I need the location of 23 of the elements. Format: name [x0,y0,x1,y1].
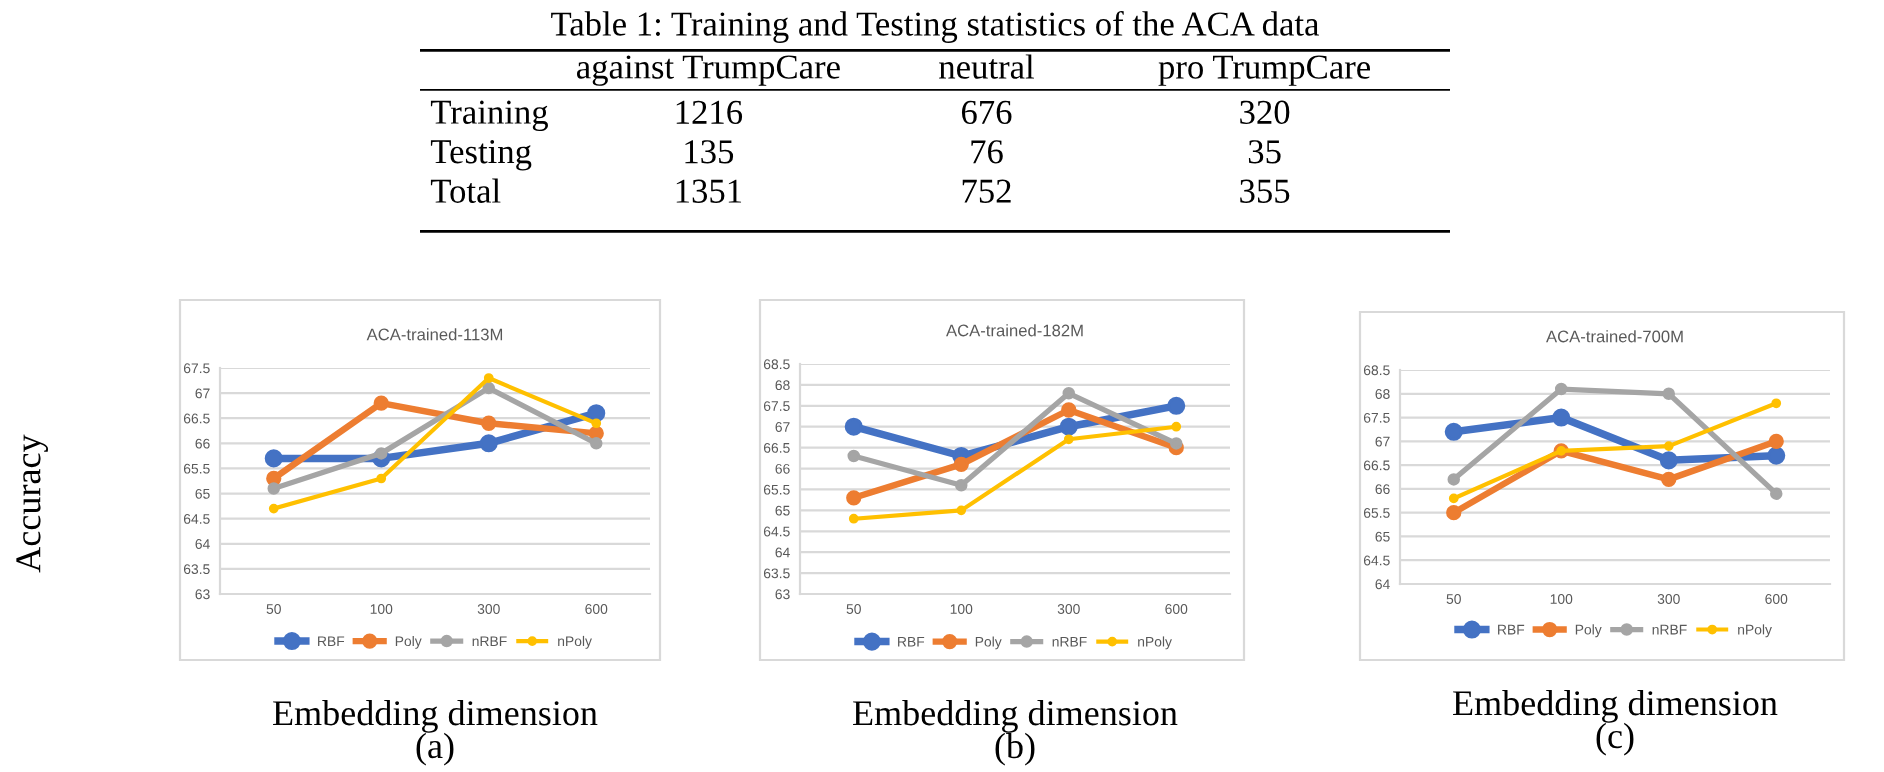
x-axis-title: Embedding dimension (c) [1453,690,1778,756]
text: 35 [1248,140,1281,164]
text: 752 [962,179,1011,203]
text: 1216 [676,100,743,125]
chart-title: ACA-trained-113M [366,328,503,341]
x-axis-title: Embedding dimension (b) [853,700,1178,766]
text: 1351 [676,179,742,203]
text: 76 [971,140,1003,164]
category-label: Testing [430,140,532,171]
category-label: Total [430,178,501,203]
text: Table 1: Training and Testing statistics of the ACA data [551,10,1320,43]
text: 320 [1240,100,1290,125]
y-axis-title: Accuracy [16,434,48,573]
text: 676 [961,100,1012,125]
category-label: neutral [939,54,1035,79]
chart-title: ACA-trained-700M [1546,330,1683,343]
category-label: against TrumpCare [576,55,840,86]
category-label: pro TrumpCare [1158,55,1370,86]
x-axis-title: Embedding dimension (a) [273,700,598,766]
category-label: Training [430,100,548,132]
text: 355 [1240,179,1290,203]
chart-title: ACA-trained-182M [946,324,1083,337]
text: 135 [685,140,734,164]
